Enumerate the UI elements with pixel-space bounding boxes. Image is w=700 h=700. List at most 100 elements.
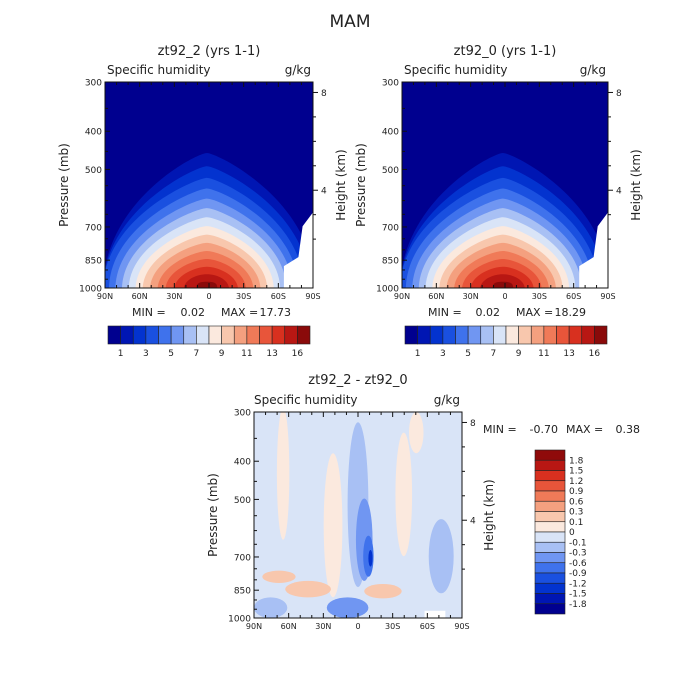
colorbar-swatch [530,325,545,345]
humidity-contour-plot [402,82,608,288]
pressure-tick-label: 300 [382,79,399,89]
min-value: 0.02 [181,306,206,319]
colorbar-label: 0.6 [569,497,584,507]
positive-anomaly [364,584,402,599]
colorbar-swatch [534,562,566,574]
colorbar-label: 7 [194,349,200,359]
height-tick-label: 8 [321,89,327,99]
colorbar-label: -0.3 [569,549,587,559]
pressure-tick-label: 300 [85,79,102,89]
colorbar-swatch [132,325,147,345]
missing-data-region [283,212,313,288]
colorbar-swatch [455,325,469,345]
colorbar-label: 16 [589,349,601,359]
lat-tick-label: 30S [385,622,400,631]
colorbar-swatch [534,511,566,523]
colorbar-swatch [170,325,185,345]
pressure-tick-label: 500 [85,166,102,176]
colorbar-swatch [505,325,519,345]
contour-band [480,274,525,288]
colorbar-swatch [594,325,608,345]
lat-tick-label: 0 [355,622,360,631]
panel-field-label: Specific humidity [254,393,358,407]
colorbar-swatch [404,325,418,345]
colorbar-swatch [556,325,570,345]
colorbar-label: -0.6 [569,559,587,569]
axis-ticks: 300 400 500 700 850 1000 8 4 90N 60N 30N 0 30S 60S 90S [376,79,622,302]
max-label: MAX = [221,306,258,319]
colorbar-swatch [284,325,298,345]
panel-field-label: Specific humidity [404,63,508,77]
lat-tick-label: 90S [600,292,615,301]
positive-anomaly [323,453,343,598]
panel-title: zt92_2 - zt92_0 [308,373,407,388]
pressure-tick-label: 1000 [376,285,399,295]
max-label: MAX = [516,306,553,319]
missing-data-region [424,610,446,618]
lat-tick-label: 0 [206,292,211,301]
colorbar-swatch [417,325,431,345]
colorbar-label: 16 [292,349,304,359]
negative-anomaly [368,550,373,567]
colorbar-label: 0.3 [569,508,583,518]
colorbar-swatch [107,325,121,345]
lat-tick-label: 90S [454,622,469,631]
panel-zt92-0: zt92_0 (yrs 1-1) Specific humidity g/kg … [354,44,643,359]
lat-tick-label: 30N [315,622,331,631]
pressure-tick-label: 700 [382,223,399,233]
colorbar-label: 0.9 [569,487,584,497]
max-label: MAX = [566,423,603,436]
lat-tick-label: 30N [166,292,182,301]
colorbar-label: 0 [569,528,575,538]
max-value: 0.38 [616,423,641,436]
min-value: -0.70 [530,423,558,436]
colorbar-label: 3 [440,349,446,359]
panel-field-label: Specific humidity [107,63,211,77]
positive-anomaly [395,432,413,557]
panel-units-label: g/kg [580,63,606,77]
positive-anomaly [262,570,296,583]
right-axis-label: Height (km) [629,149,643,220]
colorbar-swatch [480,325,494,345]
colorbar-swatch [534,582,566,594]
min-max-readout: MIN = 0.02 MAX = 18.29 [428,306,586,319]
lat-tick-label: 60S [566,292,581,301]
lat-tick-label: 90N [97,292,113,301]
pressure-tick-label: 850 [234,587,251,597]
y-axis-label: Pressure (mb) [57,143,71,227]
colorbar-swatch [568,325,583,345]
y-axis-label: Pressure (mb) [206,473,220,557]
colorbar-label: 11 [538,349,549,359]
pressure-tick-label: 500 [382,166,399,176]
colorbar-label: 3 [143,349,149,359]
colorbar-label: -0.1 [569,538,587,548]
contour-band [196,281,218,288]
panel-difference: zt92_2 - zt92_0 Specific humidity g/kg 3… [206,373,640,631]
lat-tick-label: 90N [394,292,410,301]
colorbar-label: 5 [465,349,471,359]
colorbar-swatch [429,325,444,345]
colorbar: 1 3 5 7 9 11 13 16 [404,325,608,359]
colorbar-label: 13 [266,349,277,359]
lat-tick-label: 0 [502,292,507,301]
missing-data-region [579,212,608,288]
colorbar-swatch [196,325,210,345]
pressure-tick-label: 850 [85,257,102,267]
colorbar-swatch [534,449,566,461]
colorbar-label: -1.5 [569,590,587,600]
colorbar-swatch [297,325,311,345]
colorbar-swatch [534,470,566,482]
height-tick-label: 8 [616,89,622,99]
height-tick-label: 8 [470,419,476,429]
positive-anomaly [285,580,331,598]
colorbar-swatch [145,325,159,345]
lat-tick-label: 30N [463,292,479,301]
colorbar-swatch [581,325,595,345]
colorbar-label: 1.2 [569,477,583,487]
colorbar-swatch [534,541,566,553]
negative-anomaly [254,597,288,618]
min-max-readout: MIN = 0.02 MAX = 17.73 [132,306,291,319]
contour-band [492,281,514,288]
lat-tick-label: 90N [246,622,262,631]
